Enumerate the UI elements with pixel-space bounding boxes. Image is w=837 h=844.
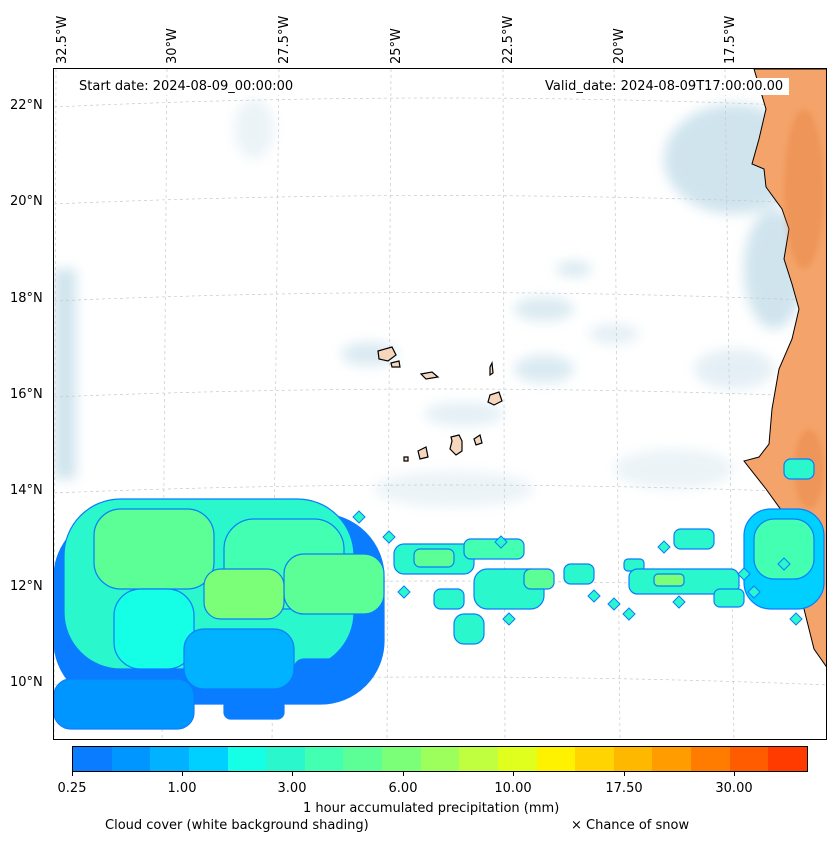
colorbar-tick-label: 6.00 xyxy=(388,781,418,796)
colorbar-tick-label: 0.25 xyxy=(57,781,87,796)
lat-label-20n: 20°N xyxy=(10,194,43,209)
precipitation-cell xyxy=(622,607,636,621)
lat-label-18n: 18°N xyxy=(10,291,43,306)
colorbar-swatch xyxy=(459,747,498,771)
precipitation-cell xyxy=(672,595,686,609)
cape-verde-islands xyxy=(377,346,503,462)
precipitation-cell xyxy=(657,540,671,554)
lon-label-22-5w: 22.5°W xyxy=(501,15,516,64)
colorbar-tick-label: 1.00 xyxy=(167,781,197,796)
lat-label-12n: 12°N xyxy=(10,579,43,594)
precipitation-cell xyxy=(653,573,685,587)
precipitation-cell xyxy=(463,538,525,560)
colorbar-swatch xyxy=(150,747,189,771)
precipitation-cell xyxy=(397,585,411,599)
colorbar-swatch xyxy=(343,747,382,771)
precipitation-cell xyxy=(183,628,295,690)
lat-label-14n: 14°N xyxy=(10,483,43,498)
lon-label-27-5w: 27.5°W xyxy=(277,15,292,64)
precipitation-cell xyxy=(352,510,366,524)
precipitation-cell xyxy=(433,588,465,610)
lon-label-32-5w: 32.5°W xyxy=(55,15,70,64)
colorbar-title: 1 hour accumulated precipitation (mm) xyxy=(303,801,560,816)
cloud-cover-legend: Cloud cover (white background shading) xyxy=(105,818,369,833)
precipitation-cell xyxy=(673,528,715,550)
colorbar-tick-mark xyxy=(182,772,183,776)
precipitation-cell xyxy=(747,585,761,599)
colorbar-swatch xyxy=(420,747,460,771)
colorbar-swatch xyxy=(266,747,305,771)
colorbar-swatch xyxy=(768,747,807,771)
colorbar-tick-mark xyxy=(403,772,404,776)
precipitation-cell xyxy=(502,612,516,626)
precipitation-cell xyxy=(203,568,285,620)
valid-date-label: Valid_date: 2024-08-09T17:00:00.00 xyxy=(539,78,790,95)
precipitation-cell xyxy=(223,698,285,720)
lon-label-17-5w: 17.5°W xyxy=(723,15,738,64)
colorbar-swatch xyxy=(536,747,576,771)
colorbar-tick-mark xyxy=(72,772,73,776)
colorbar-swatch xyxy=(382,747,421,771)
lat-label-22n: 22°N xyxy=(10,98,43,113)
precipitation-cell xyxy=(783,458,815,480)
precipitation-cell xyxy=(382,530,396,544)
precipitation-cell xyxy=(713,588,745,608)
precipitation-cell xyxy=(113,588,195,670)
lat-label-10n: 10°N xyxy=(10,675,43,690)
precipitation-cell xyxy=(789,612,803,626)
colorbar-swatch xyxy=(304,747,344,771)
colorbar-tick-label: 3.00 xyxy=(277,781,307,796)
colorbar-swatch xyxy=(227,747,267,771)
precipitation-cell xyxy=(523,568,555,590)
precipitation-cell xyxy=(54,678,195,730)
precipitation-cell xyxy=(587,589,601,603)
colorbar-tick-label: 17.50 xyxy=(605,781,643,796)
lat-label-16n: 16°N xyxy=(10,387,43,402)
lon-label-30w: 30°W xyxy=(165,28,180,64)
colorbar-tick-label: 10.00 xyxy=(494,781,532,796)
colorbar-tick-mark xyxy=(624,772,625,776)
snow-legend: × Chance of snow xyxy=(571,818,690,833)
map-canvas xyxy=(54,69,826,739)
precipitation-layer xyxy=(54,458,825,730)
precipitation-cell xyxy=(563,563,595,585)
colorbar-tick-label: 30.00 xyxy=(715,781,753,796)
precipitation-cell xyxy=(753,518,815,580)
colorbar-swatch xyxy=(73,747,112,771)
precipitation-colorbar xyxy=(72,746,808,772)
colorbar-swatch xyxy=(729,747,769,771)
precipitation-cell xyxy=(293,658,365,690)
precipitation-cell xyxy=(607,597,621,611)
colorbar-tick-mark xyxy=(513,772,514,776)
colorbar-swatch xyxy=(691,747,730,771)
colorbar-swatch xyxy=(652,747,691,771)
colorbar-tick-mark xyxy=(734,772,735,776)
precipitation-cell xyxy=(777,557,791,571)
precipitation-cell xyxy=(283,553,385,615)
start-date-label: Start date: 2024-08-09_00:00:00 xyxy=(73,78,300,95)
map-panel[interactable] xyxy=(53,68,827,740)
lon-label-25w: 25°W xyxy=(389,28,404,64)
precipitation-cell xyxy=(413,548,455,568)
precipitation-cell xyxy=(494,535,508,549)
colorbar-tick-mark xyxy=(292,772,293,776)
precipitation-cell xyxy=(453,613,485,645)
lon-label-20w: 20°W xyxy=(612,28,627,64)
colorbar-swatch xyxy=(111,747,151,771)
precipitation-cell xyxy=(737,567,751,581)
precipitation-cell xyxy=(93,508,215,590)
colorbar-swatch xyxy=(613,747,653,771)
colorbar-swatch xyxy=(497,747,537,771)
colorbar-swatch xyxy=(575,747,614,771)
colorbar-swatch xyxy=(188,747,228,771)
